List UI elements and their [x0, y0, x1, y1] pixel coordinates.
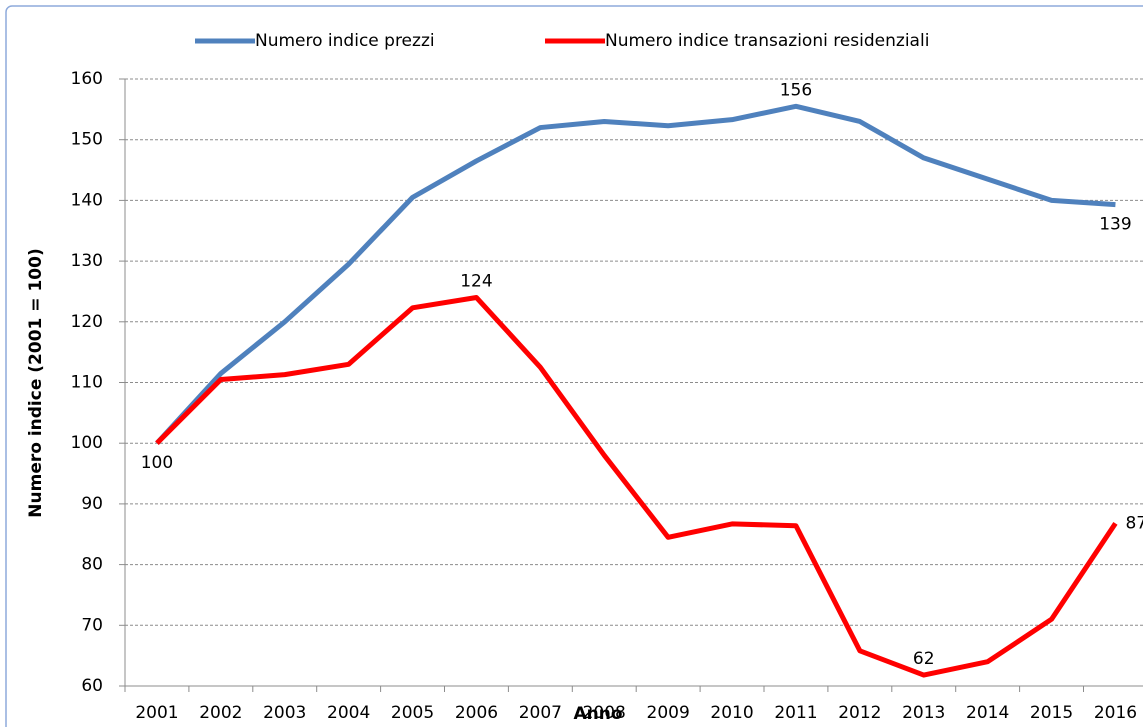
x-tick-label: 2003 — [263, 703, 306, 723]
data-label: 139 — [1099, 215, 1131, 235]
y-tick-label: 160 — [71, 69, 103, 89]
chart-border — [5, 5, 1143, 727]
x-tick-label: 2009 — [647, 703, 690, 723]
x-tick-label: 2007 — [519, 703, 562, 723]
legend-label: Numero indice transazioni residenziali — [605, 31, 929, 51]
series-line — [155, 103, 1116, 445]
x-tick-label: 2002 — [199, 703, 242, 723]
x-axis-label: Anno — [573, 704, 622, 724]
data-label: 124 — [460, 272, 492, 292]
x-tick-label: 2001 — [135, 703, 178, 723]
y-tick-label: 140 — [71, 190, 103, 210]
y-tick-label: 90 — [81, 494, 103, 514]
x-tick-label: 2005 — [391, 703, 434, 723]
x-tick-label: 2015 — [1030, 703, 1073, 723]
y-tick-label: 110 — [71, 373, 103, 393]
x-tick-label: 2012 — [838, 703, 881, 723]
x-tick-label: 2011 — [774, 703, 817, 723]
data-label: 62 — [913, 649, 935, 669]
series-line — [155, 295, 1118, 678]
y-tick-label: 150 — [71, 130, 103, 150]
y-tick-label: 70 — [81, 615, 103, 635]
x-tick-label: 2014 — [966, 703, 1009, 723]
data-label: 156 — [780, 80, 812, 100]
y-tick-label: 60 — [81, 676, 103, 696]
x-tick-label: 2013 — [902, 703, 945, 723]
x-tick-label: 2016 — [1094, 703, 1137, 723]
y-tick-label: 100 — [71, 433, 103, 453]
y-axis-label: Numero indice (2001 = 100) — [26, 248, 46, 517]
data-label: 100 — [141, 453, 173, 473]
x-tick-label: 2004 — [327, 703, 370, 723]
x-tick-label: 2008 — [583, 703, 626, 723]
x-tick-label: 2006 — [455, 703, 498, 723]
y-tick-label: 80 — [81, 555, 103, 575]
x-tick-label: 2010 — [710, 703, 753, 723]
y-tick-label: 120 — [71, 312, 103, 332]
legend-label: Numero indice prezzi — [255, 31, 435, 51]
y-tick-label: 130 — [71, 251, 103, 271]
data-label: 87 — [1125, 513, 1143, 533]
